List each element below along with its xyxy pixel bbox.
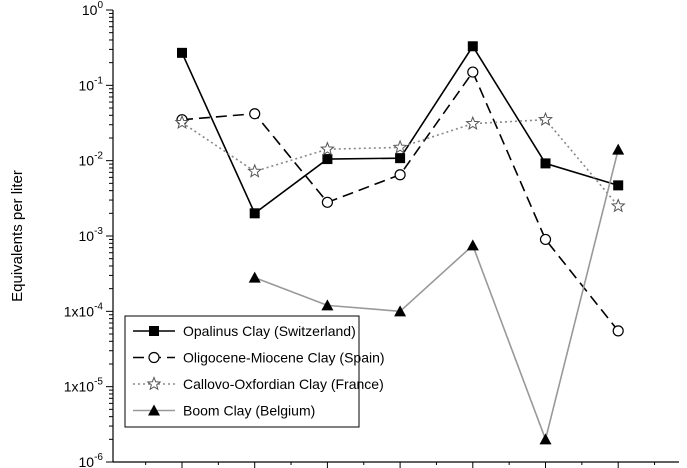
legend-marker	[149, 326, 159, 336]
data-point	[174, 114, 190, 129]
legend-marker	[148, 351, 160, 364]
legend-label: Boom Clay (Belgium)	[183, 403, 315, 419]
legend: Opalinus Clay (Switzerland) Oligocene-Mio…	[124, 315, 385, 428]
data-point	[321, 299, 334, 311]
data-point	[394, 169, 406, 181]
data-point	[539, 233, 552, 246]
y-tick-label: 10-6	[79, 452, 104, 468]
y-tick-label: 100	[82, 0, 104, 18]
data-point	[177, 47, 187, 58]
data-point	[249, 108, 261, 120]
series-layer	[174, 41, 626, 445]
data-point	[392, 139, 408, 154]
data-point	[612, 325, 624, 337]
data-point	[249, 208, 260, 219]
y-tick-label: 10-2	[79, 151, 104, 169]
series-3	[174, 111, 626, 213]
data-point	[612, 143, 625, 155]
data-point	[465, 115, 481, 131]
series-line	[181, 70, 619, 332]
data-point	[466, 239, 479, 251]
y-tick-label: 1x10-5	[64, 377, 104, 395]
series-1	[177, 41, 624, 219]
data-point	[613, 180, 624, 191]
data-point	[539, 433, 552, 445]
series-line	[181, 44, 619, 215]
series-2	[176, 66, 624, 337]
y-axis-title: Equivalents per liter	[9, 170, 26, 302]
data-point	[395, 153, 406, 164]
y-tick-label: 10-3	[79, 226, 104, 244]
series-line	[254, 149, 619, 443]
data-point	[610, 198, 626, 213]
legend-label: Oligocene-Miocene Clay (Spain)	[183, 350, 385, 366]
data-point	[248, 271, 261, 283]
y-tick-label: 1x10-4	[64, 301, 104, 319]
legend-label: Opalinus Clay (Switzerland)	[183, 323, 356, 339]
data-point	[321, 196, 333, 208]
data-point	[467, 66, 479, 78]
series-4	[248, 143, 625, 445]
data-point	[467, 41, 478, 52]
data-point	[247, 163, 263, 178]
data-point	[540, 158, 551, 169]
legend-marker	[146, 376, 162, 391]
y-tick-label: 10-1	[79, 75, 104, 93]
data-point	[319, 141, 335, 156]
legend-box	[124, 315, 360, 428]
data-point	[538, 111, 553, 127]
data-point	[322, 154, 333, 165]
axes: 10-61x10-51x10-410-310-210-1100NaKMgCaCl…	[64, 0, 679, 468]
data-point	[394, 305, 407, 317]
legend-marker	[148, 404, 160, 416]
legend-label: Callovo-Oxfordian Clay (France)	[183, 376, 384, 392]
